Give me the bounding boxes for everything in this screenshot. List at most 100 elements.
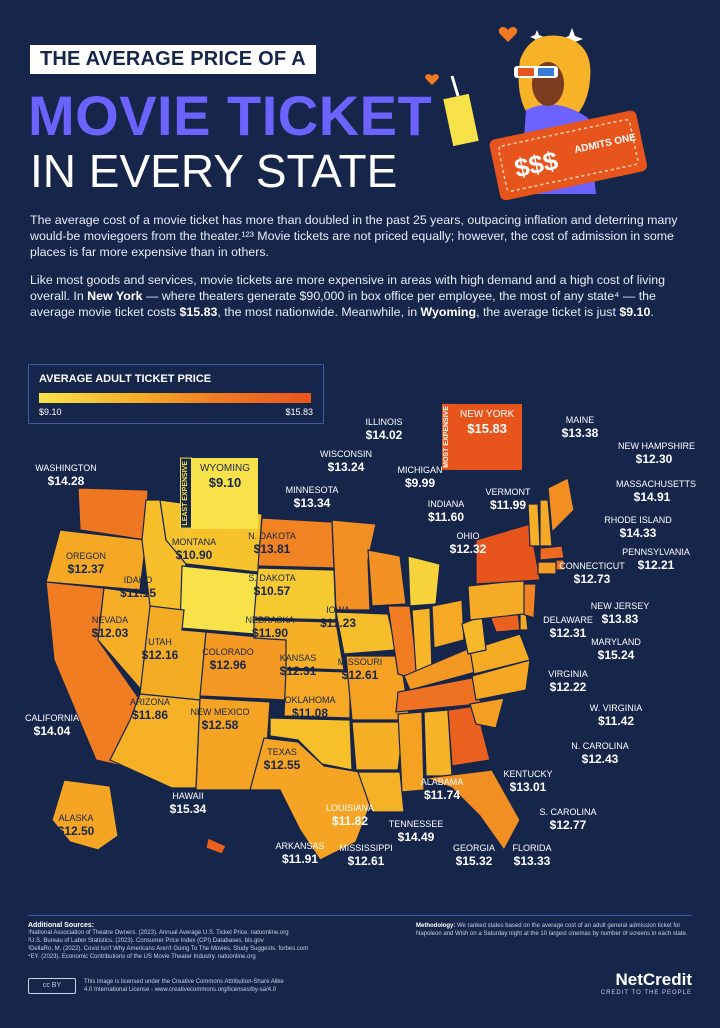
state-name-rhode-island: RHODE ISLAND (604, 515, 672, 525)
state-michigan (407, 555, 441, 607)
state-price-montana: $10.90 (175, 548, 213, 562)
state-price-mississippi: $12.61 (347, 854, 385, 868)
title-line-2: IN EVERY STATE (30, 145, 398, 197)
state-name-wisconsin: WISCONSIN (319, 449, 372, 459)
state-mississippi (397, 711, 425, 793)
state-name-alaska: ALASKA (58, 813, 94, 823)
legend-max-label: $15.83 (285, 407, 313, 417)
state-name-pennsylvania: PENNSYLVANIA (622, 547, 690, 557)
label-s-dakota: S. DAKOTA $10.57 (236, 572, 308, 598)
state-price-washington: $14.28 (47, 474, 85, 488)
label-utah: UTAH $12.16 (124, 636, 196, 662)
state-price-california: $14.04 (33, 724, 71, 738)
label-connecticut: CONNECTICUT $12.73 (556, 560, 628, 586)
state-alaska (51, 779, 119, 851)
state-price-arizona: $11.86 (131, 708, 169, 722)
state-price-oregon: $12.37 (67, 562, 105, 576)
state-price-new-hampshire: $12.30 (635, 452, 673, 466)
state-price-nebraska: $11.90 (251, 626, 289, 640)
least-expensive-callout: LEAST EXPENSIVE WYOMING $9.10 (180, 458, 258, 529)
state-price-maryland: $15.24 (597, 648, 635, 662)
state-price-w-virginia: $11.42 (597, 714, 635, 728)
state-name-arizona: ARIZONA (129, 697, 170, 707)
state-price-vermont: $11.99 (489, 498, 527, 512)
state-price-georgia: $15.32 (455, 854, 493, 868)
cc-license-badge: cc BY (28, 978, 76, 994)
state-price-new-jersey: $13.83 (601, 612, 639, 626)
sources-title: Additional Sources: (28, 922, 95, 929)
label-alaska: ALASKA $12.50 (40, 812, 112, 838)
state-new-york (475, 523, 541, 585)
state-name-iowa: IOWA (326, 605, 350, 615)
most-expensive-callout: MOST EXPENSIVE NEW YORK $15.83 (442, 404, 523, 470)
label-alabama: ALABAMA $11.74 (406, 776, 478, 802)
methodology-text: We ranked states based on the average co… (416, 923, 688, 937)
label-pennsylvania: PENNSYLVANIA $12.21 (620, 546, 692, 572)
state-hawaii (205, 837, 227, 855)
state-name-maryland: MARYLAND (591, 637, 641, 647)
state-name-california: CALIFORNIA (24, 713, 79, 723)
label-colorado: COLORADO $12.96 (192, 646, 264, 672)
label-rhode-island: RHODE ISLAND $14.33 (602, 514, 674, 540)
state-ohio (431, 599, 465, 649)
state-virginia (469, 633, 531, 675)
state-name-kansas: KANSAS (279, 653, 317, 663)
state-price-alaska: $12.50 (57, 824, 95, 838)
label-massachusetts: MASSACHUSETTS $14.91 (616, 478, 697, 504)
state-price-kansas: $12.31 (279, 664, 317, 678)
wyoming-label: WYOMING $9.10 (192, 458, 258, 529)
state-price-hawaii: $15.34 (169, 802, 207, 816)
label-california: CALIFORNIA $14.04 (16, 712, 88, 738)
state-name-nevada: NEVADA (91, 615, 129, 625)
state-name-idaho: IDAHO (123, 575, 153, 585)
state-name-new-jersey: NEW JERSEY (590, 601, 650, 611)
state-name-oklahoma: OKLAHOMA (284, 695, 336, 705)
new-york-price: $15.83 (467, 421, 508, 436)
least-expensive-tag: LEAST EXPENSIVE (180, 458, 192, 529)
state-price-kentucky: $13.01 (509, 780, 547, 794)
state-price-massachusetts: $14.91 (633, 490, 671, 504)
state-price-illinois: $14.02 (365, 428, 403, 442)
label-oregon: OREGON $12.37 (50, 550, 122, 576)
wyoming-price: $9.10 (208, 475, 242, 490)
state-price-colorado: $12.96 (209, 658, 247, 672)
state-kansas (283, 669, 351, 719)
state-nebraska (253, 619, 345, 671)
label-georgia: GEORGIA $15.32 (438, 842, 510, 868)
state-name-colorado: COLORADO (202, 647, 254, 657)
state-alabama (423, 709, 453, 777)
state-price-michigan: $9.99 (404, 476, 436, 490)
state-price-pennsylvania: $12.21 (637, 558, 675, 572)
state-price-idaho: $11.15 (119, 586, 157, 600)
state-price-wisconsin: $13.24 (327, 460, 365, 474)
state-name-minnesota: MINNESOTA (285, 485, 339, 495)
legend-min-label: $9.10 (39, 407, 62, 417)
state-name-illinois: ILLINOIS (365, 417, 403, 427)
state-price-delaware: $12.31 (549, 626, 587, 640)
label-maine: MAINE $13.38 (544, 414, 616, 440)
state-price-virginia: $12.22 (549, 680, 587, 694)
state-name-massachusetts: MASSACHUSETTS (616, 479, 697, 489)
state-name-n-dakota: N. DAKOTA (248, 531, 296, 541)
state-price-arkansas: $11.91 (281, 852, 319, 866)
footer: Additional Sources: ¹National Associatio… (28, 915, 692, 996)
label-montana: MONTANA $10.90 (158, 536, 230, 562)
state-price-rhode-island: $14.33 (619, 526, 657, 540)
label-maryland: MARYLAND $15.24 (580, 636, 652, 662)
source-4: ⁴EY. (2023). Economic Contributions of t… (28, 954, 256, 960)
license-text-2: 4.0 International License - www.creative… (84, 987, 277, 993)
state-minnesota (331, 519, 377, 611)
state-price-n-dakota: $13.81 (253, 542, 291, 556)
label-oklahoma: OKLAHOMA $11.08 (274, 694, 346, 720)
label-missouri: MISSOURI $12.61 (324, 656, 396, 682)
brand-tagline: CREDIT TO THE PEOPLE (600, 990, 692, 996)
label-wisconsin: WISCONSIN $13.24 (310, 448, 382, 474)
intro-paragraph-1: The average cost of a movie ticket has m… (30, 213, 678, 259)
kicker-text: THE AVERAGE PRICE OF A (30, 45, 316, 74)
state-price-minnesota: $13.34 (293, 496, 331, 510)
ticket-icon: $$$ ADMITS ONE (489, 110, 647, 201)
state-price-louisiana: $11.82 (331, 814, 369, 828)
state-price-ohio: $12.32 (449, 542, 487, 556)
title-line-1: MOVIE TICKET (28, 84, 433, 147)
